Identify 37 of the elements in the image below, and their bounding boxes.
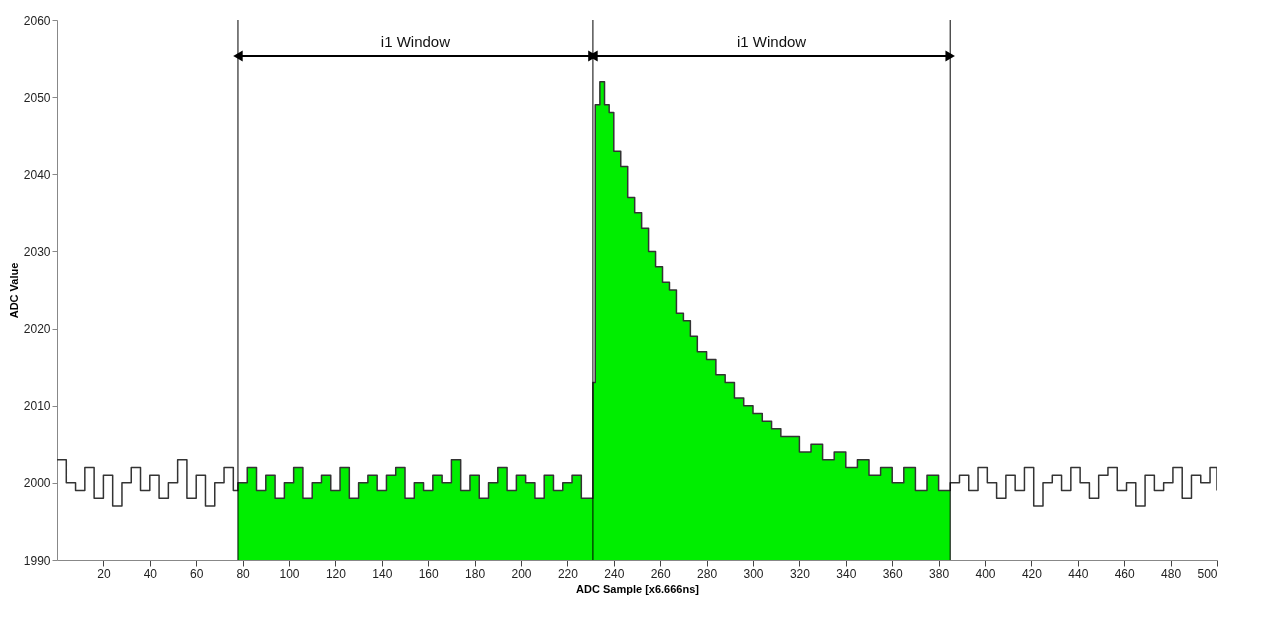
x-tick-label: 340 — [836, 566, 857, 581]
y-tick-label: 2060 — [23, 13, 51, 28]
y-tick-label: 1990 — [23, 553, 51, 568]
x-tick-label: 200 — [511, 566, 532, 581]
x-tick-label: 180 — [465, 566, 486, 581]
x-tick-label: 360 — [882, 566, 904, 581]
x-tick-label: 500 — [1197, 566, 1218, 581]
x-tick-label: 400 — [975, 566, 996, 581]
x-tick-label: 100 — [279, 566, 300, 581]
y-tick-label: 2020 — [23, 322, 51, 337]
y-tick-label: 2000 — [23, 476, 51, 491]
x-tick-label: 300 — [743, 566, 764, 581]
x-tick-label: 80 — [236, 566, 251, 581]
x-axis-title: ADC Sample [x6.666ns] — [576, 582, 700, 595]
x-tick-label: 320 — [789, 566, 811, 581]
x-tick-label: 260 — [650, 566, 672, 581]
y-tick-label: 2040 — [23, 167, 51, 182]
x-tick-label: 480 — [1161, 566, 1182, 581]
annotation: i1 Window — [736, 33, 807, 50]
x-tick-label: 440 — [1068, 566, 1089, 581]
x-tick-label: 20 — [97, 566, 111, 581]
x-tick-label: 160 — [418, 566, 440, 581]
x-tick-label: 140 — [372, 566, 393, 581]
x-tick-label: 380 — [929, 566, 950, 581]
x-tick-label: 220 — [557, 566, 579, 581]
y-axis-title: ADC Value — [7, 262, 20, 319]
x-tick-label: 420 — [1021, 566, 1043, 581]
x-tick-label: 240 — [604, 566, 625, 581]
annotation: i1 Window — [380, 33, 451, 50]
x-tick-label: 40 — [143, 566, 158, 581]
x-tick-label: 120 — [325, 566, 347, 581]
x-tick-label: 460 — [1114, 566, 1136, 581]
x-tick-label: 280 — [697, 566, 718, 581]
y-tick-label: 2010 — [23, 399, 51, 414]
y-tick-label: 2050 — [23, 90, 51, 105]
y-tick-label: 2030 — [23, 244, 51, 259]
x-tick-label: 60 — [190, 566, 204, 581]
